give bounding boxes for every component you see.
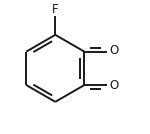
- Text: O: O: [109, 79, 119, 92]
- Text: F: F: [52, 3, 59, 16]
- Text: O: O: [109, 44, 119, 57]
